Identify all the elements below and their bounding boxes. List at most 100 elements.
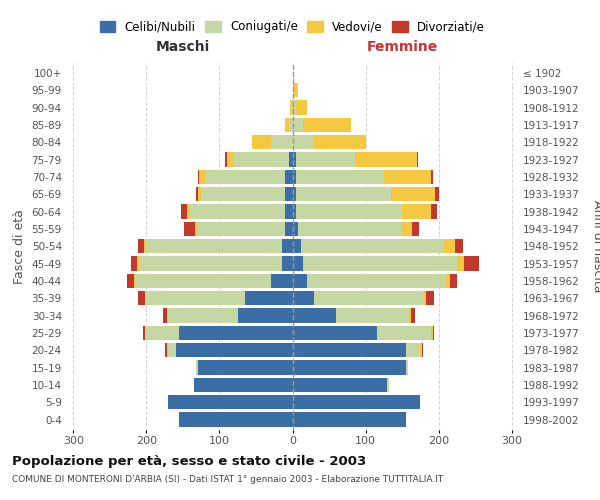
Bar: [179, 412, 293, 426]
Bar: [168, 343, 176, 357]
Bar: [144, 239, 146, 254]
Bar: [167, 343, 168, 357]
Bar: [409, 308, 411, 322]
Bar: [293, 256, 304, 270]
Bar: [293, 100, 296, 114]
Bar: [127, 274, 134, 288]
Bar: [197, 187, 201, 202]
Bar: [285, 204, 293, 218]
Bar: [234, 152, 289, 166]
Bar: [411, 308, 415, 322]
Bar: [253, 135, 271, 150]
Bar: [196, 360, 197, 374]
Bar: [304, 256, 457, 270]
Bar: [289, 118, 293, 132]
Bar: [293, 343, 406, 357]
Bar: [190, 204, 285, 218]
Bar: [464, 256, 479, 270]
Bar: [196, 222, 197, 236]
Text: Maschi: Maschi: [156, 40, 210, 54]
Bar: [296, 204, 402, 218]
Bar: [293, 118, 304, 132]
Bar: [184, 222, 196, 236]
Bar: [285, 222, 293, 236]
Bar: [176, 343, 293, 357]
Bar: [166, 343, 167, 357]
Bar: [431, 170, 433, 184]
Bar: [417, 152, 418, 166]
Bar: [285, 170, 293, 184]
Bar: [424, 291, 426, 306]
Bar: [401, 222, 412, 236]
Bar: [377, 326, 431, 340]
Bar: [146, 239, 281, 254]
Bar: [444, 239, 455, 254]
Text: Popolazione per età, sesso e stato civile - 2003: Popolazione per età, sesso e stato civil…: [12, 455, 366, 468]
Bar: [293, 152, 296, 166]
Bar: [197, 170, 199, 184]
Bar: [168, 308, 238, 322]
Bar: [431, 204, 437, 218]
Bar: [199, 170, 205, 184]
Bar: [293, 308, 337, 322]
Bar: [293, 187, 296, 202]
Bar: [143, 326, 145, 340]
Bar: [298, 222, 401, 236]
Bar: [271, 135, 293, 150]
Bar: [296, 170, 384, 184]
Bar: [293, 222, 298, 236]
Bar: [293, 395, 421, 409]
Bar: [384, 170, 431, 184]
Bar: [301, 239, 444, 254]
Bar: [197, 360, 293, 374]
Bar: [181, 204, 187, 218]
Bar: [293, 412, 406, 426]
Bar: [455, 239, 463, 254]
Bar: [304, 118, 351, 132]
Bar: [314, 291, 424, 306]
Bar: [205, 170, 285, 184]
Bar: [293, 170, 296, 184]
Bar: [145, 326, 146, 340]
Bar: [391, 187, 435, 202]
Bar: [402, 204, 431, 218]
Bar: [245, 291, 293, 306]
Bar: [196, 187, 197, 202]
Bar: [137, 291, 145, 306]
Bar: [271, 274, 293, 288]
Bar: [446, 274, 449, 288]
Y-axis label: Anni di nascita: Anni di nascita: [591, 200, 600, 292]
Bar: [281, 239, 293, 254]
Bar: [426, 291, 434, 306]
Bar: [293, 360, 406, 374]
Bar: [307, 274, 446, 288]
Bar: [136, 274, 271, 288]
Bar: [134, 274, 136, 288]
Bar: [412, 222, 419, 236]
Bar: [146, 291, 245, 306]
Bar: [296, 100, 307, 114]
Bar: [238, 308, 293, 322]
Bar: [293, 83, 294, 98]
Bar: [168, 395, 293, 409]
Bar: [131, 256, 137, 270]
Bar: [194, 378, 293, 392]
Bar: [293, 291, 314, 306]
Bar: [421, 343, 422, 357]
Bar: [355, 152, 417, 166]
Bar: [406, 360, 408, 374]
Bar: [137, 256, 139, 270]
Bar: [187, 204, 190, 218]
Bar: [296, 152, 355, 166]
Bar: [251, 135, 253, 150]
Bar: [293, 326, 377, 340]
Bar: [388, 378, 389, 392]
Bar: [291, 100, 293, 114]
Y-axis label: Fasce di età: Fasce di età: [13, 209, 26, 284]
Bar: [294, 83, 298, 98]
Bar: [146, 326, 179, 340]
Bar: [281, 256, 293, 270]
Bar: [293, 378, 388, 392]
Bar: [293, 274, 307, 288]
Bar: [365, 135, 366, 150]
